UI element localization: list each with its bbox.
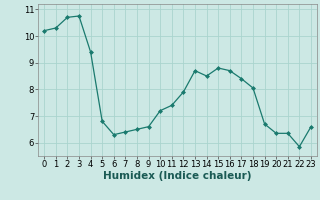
X-axis label: Humidex (Indice chaleur): Humidex (Indice chaleur) (103, 171, 252, 181)
